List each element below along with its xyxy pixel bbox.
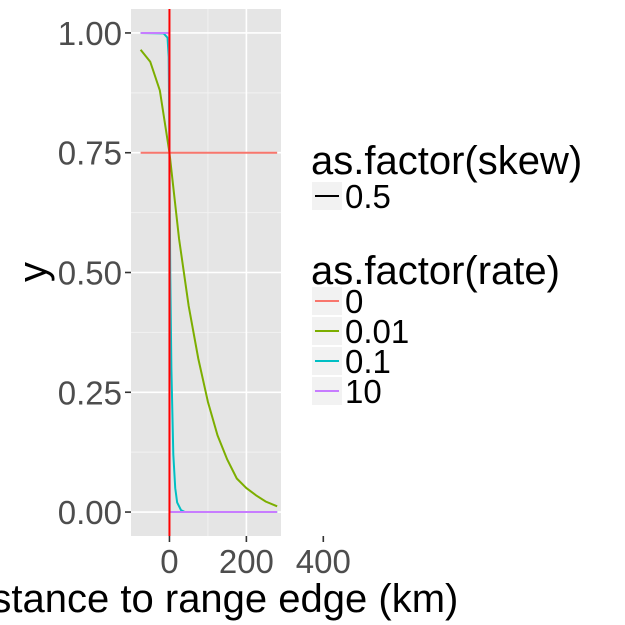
series-line-rate-0.1 (140, 31, 278, 514)
y-tick-label: 0.00 (58, 494, 122, 531)
minor-gridlines (131, 9, 281, 536)
x-axis-title: Distance to range edge (km) (0, 577, 458, 621)
y-axis: 0.00 0.25 0.50 0.75 1.00 (58, 15, 131, 531)
legend-label: 0.01 (345, 313, 409, 350)
y-tick-label: 1.00 (58, 15, 122, 52)
legend-title: as.factor(skew) (311, 139, 582, 183)
x-axis: 0 200 400 (160, 536, 351, 580)
y-tick-label: 0.50 (58, 255, 122, 292)
legend-title: as.factor(rate) (311, 249, 560, 293)
y-tick-label: 0.25 (58, 374, 122, 411)
legend-label: 0 (345, 283, 363, 320)
x-tick-label: 400 (296, 543, 351, 580)
x-tick-label: 200 (219, 543, 274, 580)
x-tick-label: 0 (160, 543, 178, 580)
legend-group-2: as.factor(rate)00.010.110 (311, 249, 560, 410)
legend-label: 10 (345, 373, 382, 410)
legend-group-1: as.factor(skew)0.5 (311, 139, 582, 215)
series-line-rate-0.01 (139, 49, 278, 508)
legend-label: 0.5 (345, 178, 391, 215)
legend-label: 0.1 (345, 343, 391, 380)
y-tick-label: 0.75 (58, 135, 122, 172)
legend: as.factor(skew)0.5as.factor(rate)00.010.… (311, 139, 582, 410)
y-axis-title: y (11, 262, 55, 282)
